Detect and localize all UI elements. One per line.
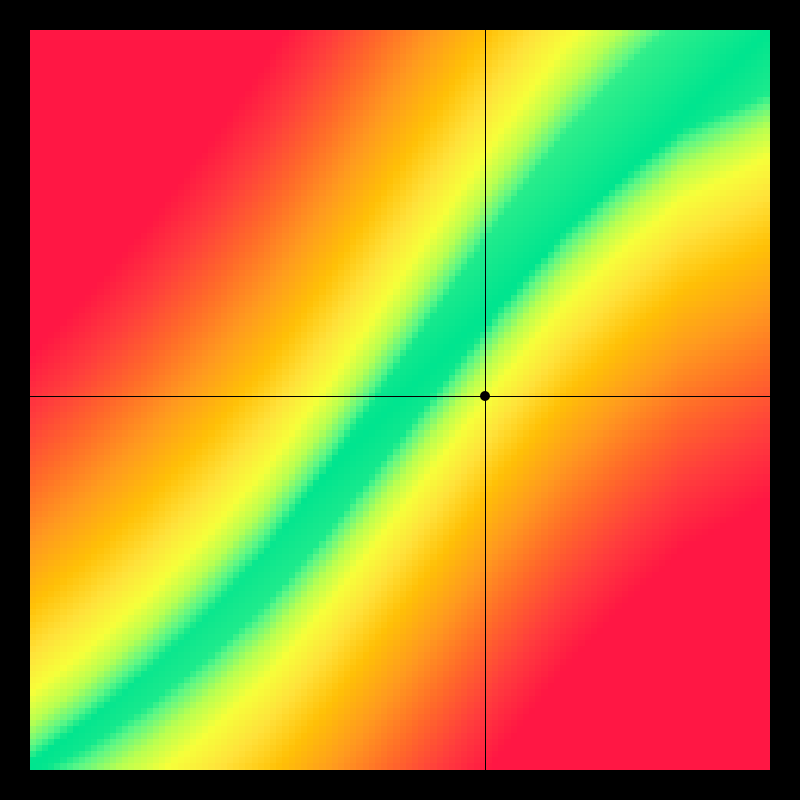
chart-container: TheBottleneck.com (0, 0, 800, 800)
heatmap-canvas (30, 30, 770, 770)
plot-area (30, 30, 770, 770)
crosshair-horizontal (30, 396, 770, 397)
marker-dot (480, 391, 490, 401)
watermark-text: TheBottleneck.com (581, 6, 784, 32)
